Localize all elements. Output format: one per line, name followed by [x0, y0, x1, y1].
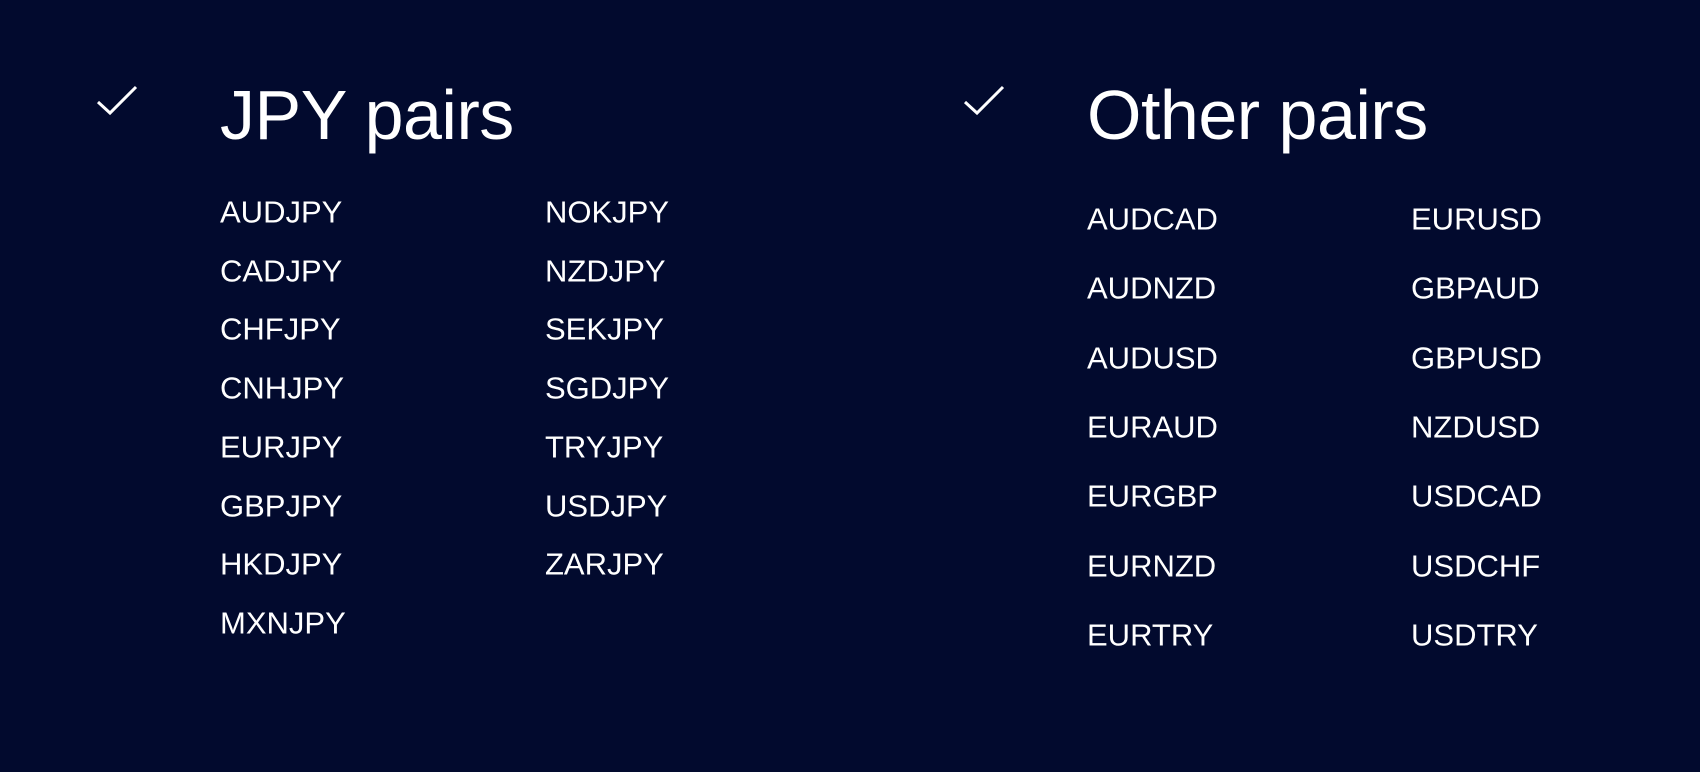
currency-pair-item: USDCHF: [1411, 548, 1541, 583]
currency-pair-item: CHFJPY: [220, 311, 341, 347]
currency-pair-item: EURGBP: [1087, 478, 1218, 514]
currency-pair-item: SGDJPY: [545, 370, 670, 406]
currency-pair-item: AUDJPY: [220, 194, 343, 230]
currency-pair-item: USDCAD: [1411, 478, 1542, 514]
currency-pair-item: ZARJPY: [545, 546, 664, 582]
currency-pair-item: GBPAUD: [1411, 270, 1540, 306]
currency-pair-item: AUDCAD: [1087, 201, 1218, 237]
currency-pair-item: NZDUSD: [1411, 409, 1541, 445]
currency-pair-item: MXNJPY: [220, 605, 346, 641]
currency-pair-item: EURTRY: [1087, 617, 1214, 653]
section-title-jpy: JPY pairs: [220, 76, 514, 154]
currency-pair-item: NZDJPY: [545, 253, 666, 289]
currency-pair-item: GBPUSD: [1411, 340, 1542, 376]
currency-pair-item: USDJPY: [545, 488, 668, 523]
currency-pair-item: AUDNZD: [1087, 270, 1217, 306]
currency-pair-item: TRYJPY: [545, 429, 664, 465]
currency-pair-item: GBPJPY: [220, 488, 343, 523]
section-title-other: Other pairs: [1087, 76, 1428, 154]
currency-pair-item: EURAUD: [1087, 409, 1218, 445]
currency-pair-item: EURUSD: [1411, 201, 1542, 237]
currency-pair-item: USDTRY: [1411, 617, 1538, 653]
currency-pair-item: CNHJPY: [220, 370, 345, 406]
currency-pair-item: HKDJPY: [220, 546, 343, 582]
currency-pair-item: AUDUSD: [1087, 340, 1218, 376]
currency-pair-item: EURJPY: [220, 429, 343, 465]
checkmark-icon: [96, 85, 138, 116]
checkmark-icon: [963, 85, 1005, 116]
currency-pair-item: EURNZD: [1087, 548, 1217, 583]
currency-pair-item: CADJPY: [220, 253, 343, 289]
currency-pair-item: SEKJPY: [545, 311, 664, 347]
currency-pair-item: NOKJPY: [545, 194, 670, 230]
